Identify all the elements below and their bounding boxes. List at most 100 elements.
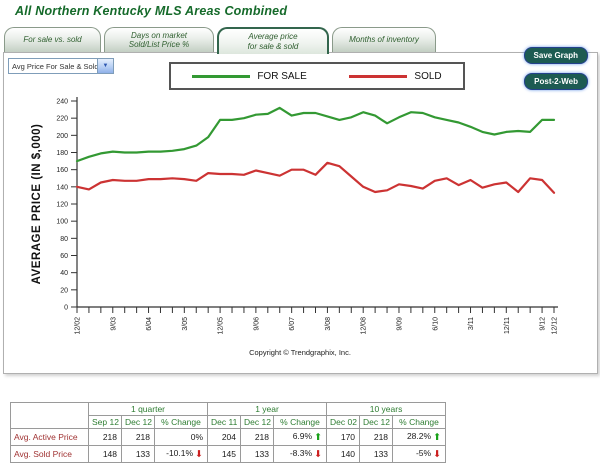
summary-table: 1 quarter 1 year 10 years Sep 12 Dec 12% Cha… xyxy=(10,402,447,463)
tab-bar: For sale vs. sold Days on market Sold/Li… xyxy=(4,27,439,54)
chart-panel: Avg Price For Sale & Sold ▼ FOR SALE SOL… xyxy=(3,47,598,374)
legend-item-sold: SOLD xyxy=(349,70,442,82)
arrow-down-icon: ⬇ xyxy=(433,449,442,460)
y-tick-label: 180 xyxy=(56,150,68,157)
legend-label: FOR SALE xyxy=(257,70,307,82)
summary-table-body: Avg. Active Price 218 218 0% 204 218 6.9% ⬆ 170 2… xyxy=(10,428,447,463)
series-for-sale xyxy=(75,106,556,163)
table-cell: -5% ⬇ xyxy=(392,445,447,463)
arrow-down-icon: ⬇ xyxy=(195,449,204,460)
x-tick-label: 6/10 xyxy=(432,317,439,331)
dropdown-value: Avg Price For Sale & Sold xyxy=(12,61,97,71)
table-row-label: Avg. Sold Price xyxy=(10,445,89,463)
table-column-header: % Change xyxy=(392,415,447,429)
tab-label: Days on market Sold/List Price % xyxy=(128,30,190,49)
legend-label: SOLD xyxy=(414,70,442,82)
table-column-header: % Change xyxy=(273,415,328,429)
table-cell: -8.3% ⬇ xyxy=(273,445,328,463)
x-tick-label: 9/12 xyxy=(540,317,547,331)
y-tick-label: 220 xyxy=(56,116,68,123)
y-tick-label: 0 xyxy=(64,305,68,312)
x-tick-label: 12/12 xyxy=(552,317,559,335)
table-group-header: 1 quarter xyxy=(87,402,209,416)
table-cell: 170 xyxy=(326,428,361,446)
table-cell: 133 xyxy=(240,445,275,463)
chart-footnote: Copyright © Trendgraphix, Inc. xyxy=(249,348,351,357)
tab-average-price[interactable]: Average price for sale & sold xyxy=(217,27,329,54)
table-cell: 148 xyxy=(88,445,122,463)
table-cell: 145 xyxy=(207,445,242,463)
legend-swatch xyxy=(192,74,251,78)
x-tick-label: 12/05 xyxy=(218,317,225,335)
x-tick-label: 12/11 xyxy=(504,317,511,334)
table-column-header: Dec 02 xyxy=(326,415,361,429)
tab-label: Average price for sale & sold xyxy=(247,32,299,51)
table-cell: 140 xyxy=(326,445,361,463)
page-title: All Northern Kentucky MLS Areas Combined xyxy=(15,4,288,18)
table-cell: -10.1% ⬇ xyxy=(153,445,209,463)
price-type-dropdown[interactable]: Avg Price For Sale & Sold ▼ xyxy=(8,58,114,74)
y-tick-label: 240 xyxy=(56,99,68,106)
tab-months-of-inventory[interactable]: Months of inventory xyxy=(332,27,436,52)
x-tick-label: 9/03 xyxy=(110,317,117,331)
table-cell: 218 xyxy=(240,428,275,446)
x-tick-label: 3/05 xyxy=(182,317,189,331)
table-row: Avg. Active Price 218 218 0% 204 218 6.9% ⬆ 170 2… xyxy=(10,428,447,446)
legend-item-for-sale: FOR SALE xyxy=(192,70,307,82)
y-tick-label: 160 xyxy=(56,167,68,174)
arrow-up-icon: ⬆ xyxy=(314,432,323,443)
x-tick-label: 9/06 xyxy=(253,317,260,331)
y-tick-label: 200 xyxy=(56,133,68,140)
table-column-header: Dec 12 xyxy=(240,415,275,429)
y-tick-label: 40 xyxy=(60,270,68,277)
x-tick-label: 6/07 xyxy=(289,317,296,331)
x-tick-label: 3/11 xyxy=(468,317,475,330)
tab-label: For sale vs. sold xyxy=(23,35,82,45)
tab-label: Months of inventory xyxy=(349,35,419,45)
price-chart: 0 20 40 60 80 100 120 140 160 180 200 220 240 12/02 9/… xyxy=(31,97,559,357)
chevron-down-icon[interactable]: ▼ xyxy=(97,59,113,73)
table-column-header: Dec 12 xyxy=(359,415,394,429)
table-group-row: 1 quarter 1 year 10 years xyxy=(10,402,447,429)
table-cell: 218 xyxy=(121,428,155,446)
table-column-header: % Change xyxy=(153,415,209,429)
x-tick-label: 3/08 xyxy=(325,317,332,331)
y-tick-label: 140 xyxy=(56,184,68,191)
tab-for-sale-vs-sold[interactable]: For sale vs. sold xyxy=(4,27,101,52)
table-cell: 28.2% ⬆ xyxy=(392,428,447,446)
table-column-header: Dec 11 xyxy=(207,415,242,429)
post-to-web-button[interactable]: Post-2-Web xyxy=(524,73,588,90)
legend-swatch xyxy=(349,74,408,78)
table-cell: 133 xyxy=(121,445,155,463)
x-tick-label: 12/08 xyxy=(361,317,368,335)
y-tick-label: 60 xyxy=(60,253,68,260)
y-tick-label: 20 xyxy=(60,287,68,294)
arrow-down-icon: ⬇ xyxy=(314,449,323,460)
chart-legend: FOR SALE SOLD xyxy=(169,62,465,90)
y-axis-title: AVERAGE PRICE (IN $,000) xyxy=(31,124,43,285)
table-cell: 204 xyxy=(207,428,242,446)
summary-table-head: 1 quarter 1 year 10 years Sep 12 Dec 12% Cha… xyxy=(10,402,447,429)
table-group-header: 1 year xyxy=(207,402,328,416)
tab-days-on-market[interactable]: Days on market Sold/List Price % xyxy=(104,27,214,52)
y-tick-label: 80 xyxy=(60,236,68,243)
arrow-up-icon: ⬆ xyxy=(433,432,442,443)
y-tick-label: 120 xyxy=(56,202,68,209)
table-cell: 133 xyxy=(359,445,394,463)
table-corner-cell xyxy=(10,402,89,429)
table-group-header: 10 years xyxy=(326,402,447,416)
x-tick-label: 9/09 xyxy=(396,317,403,331)
save-graph-button[interactable]: Save Graph xyxy=(523,47,588,64)
table-cell: 6.9% ⬆ xyxy=(273,428,328,446)
table-cell: 0% xyxy=(153,428,209,446)
x-tick-label: 12/02 xyxy=(75,317,82,335)
table-row: Avg. Sold Price 148 133 -10.1% ⬇ 145 133 -8.3% ⬇… xyxy=(10,445,447,463)
x-tick-label: 6/04 xyxy=(146,317,153,331)
table-column-header: Dec 12 xyxy=(121,415,155,429)
table-cell: 218 xyxy=(359,428,394,446)
table-row-label: Avg. Active Price xyxy=(10,428,89,446)
y-tick-label: 100 xyxy=(56,219,68,226)
series-sold xyxy=(75,161,556,194)
table-cell: 218 xyxy=(88,428,122,446)
